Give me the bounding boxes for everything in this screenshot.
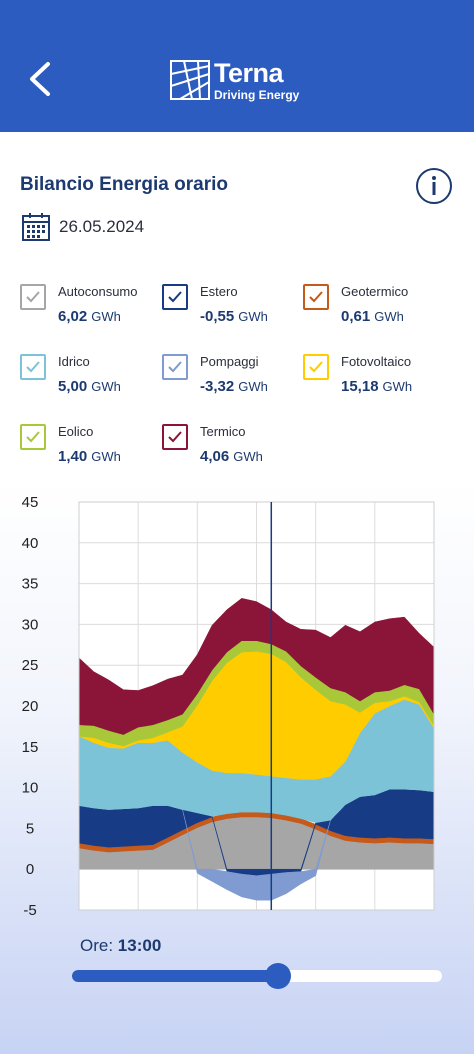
legend-value-number: 6,02 [58, 308, 88, 325]
slider-track-fill [72, 970, 279, 982]
y-tick-label: 45 [22, 494, 39, 511]
brand-name: Terna [214, 58, 284, 88]
legend-value-unit: GWh [233, 449, 263, 464]
checkbox-icon[interactable] [162, 424, 188, 450]
selected-date[interactable]: 26.05.2024 [59, 217, 145, 236]
legend-item-idrico[interactable]: Idrico 5,00 GWh [20, 354, 170, 404]
legend-value-number: -3,32 [200, 378, 235, 395]
y-tick-label: -5 [23, 902, 36, 919]
legend-item-geotermico[interactable]: Geotermico 0,61 GWh [303, 284, 453, 334]
y-tick-label: 25 [22, 657, 39, 674]
y-tick-label: 5 [26, 820, 34, 837]
legend-value-number: 15,18 [341, 378, 379, 395]
legend-item-termico[interactable]: Termico 4,06 GWh [162, 424, 312, 474]
checkbox-icon[interactable] [20, 284, 46, 310]
energy-balance-chart: 45 40 35 30 25 20 15 10 5 0 -5 [22, 494, 435, 919]
calendar-icon[interactable] [21, 212, 51, 242]
legend-name: Geotermico [341, 284, 409, 299]
info-icon[interactable] [415, 167, 453, 205]
y-tick-label: 30 [22, 616, 39, 633]
checkbox-icon[interactable] [303, 354, 329, 380]
checkbox-icon[interactable] [20, 354, 46, 380]
legend-item-autoconsumo[interactable]: Autoconsumo 6,02 GWh [20, 284, 170, 334]
legend-value: 5,00 GWh [58, 378, 121, 395]
checkbox-icon[interactable] [162, 354, 188, 380]
legend-name: Fotovoltaico [341, 354, 412, 369]
legend-value: -3,32 GWh [200, 378, 268, 395]
y-tick-label: 15 [22, 739, 39, 756]
legend-value-unit: GWh [91, 309, 121, 324]
legend-value-unit: GWh [238, 379, 268, 394]
legend-value-unit: GWh [91, 379, 121, 394]
legend-item-fotovoltaico[interactable]: Fotovoltaico 15,18 GWh [303, 354, 453, 404]
brand-tagline: Driving Energy [214, 88, 300, 102]
legend-value-number: 5,00 [58, 378, 88, 395]
legend-name: Eolico [58, 424, 94, 439]
y-tick-label: 20 [22, 698, 39, 715]
checkbox-icon[interactable] [20, 424, 46, 450]
legend-value-unit: GWh [374, 309, 404, 324]
legend-value-unit: GWh [382, 379, 413, 394]
legend-value-number: -0,55 [200, 308, 235, 325]
legend-value: 6,02 GWh [58, 308, 121, 325]
legend-value: -0,55 GWh [200, 308, 268, 325]
legend-name: Termico [200, 424, 246, 439]
terna-logo-icon [170, 60, 210, 100]
legend-name: Estero [200, 284, 238, 299]
legend-value-number: 1,40 [58, 448, 88, 465]
legend-item-eolico[interactable]: Eolico 1,40 GWh [20, 424, 170, 474]
legend-item-estero[interactable]: Estero -0,55 GWh [162, 284, 312, 334]
checkbox-icon[interactable] [162, 284, 188, 310]
hour-value: 13:00 [117, 936, 162, 955]
hour-label: Ore: 13:00 [80, 936, 161, 956]
app-header: Terna Driving Energy [0, 0, 474, 132]
hour-slider[interactable] [72, 962, 442, 990]
legend-value-number: 4,06 [200, 448, 230, 465]
legend-value-unit: GWh [238, 309, 268, 324]
checkbox-icon[interactable] [303, 284, 329, 310]
y-tick-label: 0 [26, 861, 34, 878]
legend-name: Autoconsumo [58, 284, 138, 299]
slider-thumb[interactable] [265, 963, 292, 989]
legend-item-pompaggi[interactable]: Pompaggi -3,32 GWh [162, 354, 312, 404]
legend-value-unit: GWh [91, 449, 121, 464]
legend-value: 0,61 GWh [341, 308, 404, 325]
legend-value: 4,06 GWh [200, 448, 263, 465]
hour-caption: Ore: [80, 936, 114, 955]
legend-value: 1,40 GWh [58, 448, 121, 465]
legend-value-number: 0,61 [341, 308, 371, 325]
chevron-left-icon[interactable] [20, 54, 64, 104]
y-tick-label: 35 [22, 576, 39, 593]
page-title: Bilancio Energia orario [20, 174, 228, 195]
brand-logo: Terna Driving Energy [170, 58, 310, 104]
legend-name: Pompaggi [200, 354, 259, 369]
legend-name: Idrico [58, 354, 90, 369]
plot-border [78, 501, 435, 911]
y-tick-label: 10 [22, 780, 39, 797]
legend-value: 15,18 GWh [341, 378, 412, 395]
y-tick-label: 40 [22, 535, 39, 552]
